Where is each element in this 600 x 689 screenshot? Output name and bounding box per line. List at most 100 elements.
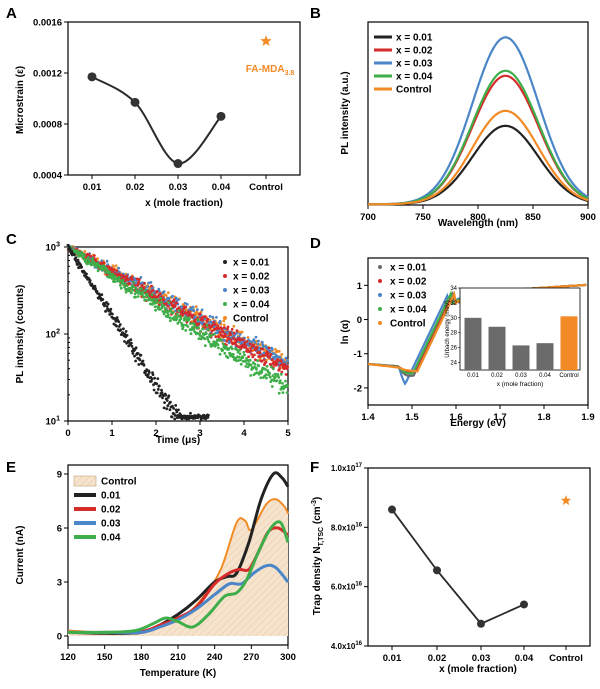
data-point — [135, 277, 139, 281]
data-point — [235, 359, 238, 363]
data-point — [154, 308, 158, 312]
data-point — [211, 315, 215, 319]
data-point — [108, 270, 112, 274]
data-point — [244, 359, 247, 363]
y-axis-label: Current (nA) — [15, 526, 26, 585]
data-point — [270, 358, 274, 362]
data-point — [122, 327, 125, 331]
data-point — [181, 309, 185, 313]
data-point — [175, 410, 179, 414]
data-point — [203, 317, 207, 321]
data-point — [157, 384, 161, 388]
data-point — [278, 379, 282, 383]
data-point — [181, 313, 185, 316]
legend-swatch — [223, 288, 227, 292]
x-category-label: 0.04 — [515, 653, 534, 664]
data-point — [115, 269, 118, 273]
data-point — [180, 321, 183, 325]
data-point — [113, 280, 117, 283]
data-point — [134, 287, 138, 291]
inset-bar — [512, 345, 530, 370]
y-tick-label: -2 — [354, 383, 362, 394]
data-point — [142, 286, 146, 290]
data-point — [196, 308, 199, 311]
data-point — [268, 375, 272, 379]
data-point — [177, 309, 181, 313]
data-point — [280, 353, 284, 356]
data-point — [233, 334, 237, 337]
data-point — [278, 355, 282, 359]
panel-label: C — [6, 231, 17, 248]
data-point — [247, 355, 251, 358]
data-point — [252, 344, 256, 348]
data-point — [128, 282, 132, 285]
data-point — [88, 279, 92, 282]
x-axis-label: Temperature (K) — [140, 668, 217, 679]
data-point — [134, 281, 138, 285]
data-point — [137, 280, 141, 284]
data-point — [251, 355, 255, 359]
panel-label: E — [6, 459, 16, 476]
data-point — [204, 332, 208, 335]
data-point — [226, 330, 230, 333]
data-point — [270, 385, 274, 388]
data-point — [206, 335, 209, 339]
data-point — [227, 347, 231, 350]
data-point — [166, 313, 170, 317]
data-point — [275, 379, 279, 383]
data-point — [94, 258, 97, 262]
data-point — [207, 340, 211, 344]
inset-y-tick-label: 28 — [450, 331, 457, 337]
inset-y-tick-label: 26 — [450, 346, 457, 352]
data-point — [172, 407, 176, 410]
data-point — [144, 298, 148, 302]
data-point — [265, 364, 269, 368]
data-point — [265, 376, 268, 380]
data-point — [249, 374, 253, 377]
data-point — [218, 319, 222, 323]
data-point — [123, 332, 127, 336]
y-tick-label: 1 — [357, 281, 363, 292]
y-tick-label: 101 — [46, 416, 61, 428]
data-point — [146, 285, 150, 288]
data-point — [107, 266, 111, 269]
data-point — [231, 353, 235, 356]
data-point — [217, 335, 220, 338]
data-point — [151, 302, 154, 306]
data-point — [264, 360, 268, 364]
data-point — [87, 72, 97, 82]
data-point — [237, 336, 241, 340]
data-point — [221, 342, 225, 346]
data-point — [131, 288, 135, 292]
data-point — [262, 354, 265, 357]
data-point — [121, 279, 125, 283]
data-point — [284, 373, 288, 376]
panel-label: A — [6, 5, 17, 22]
data-point — [172, 298, 176, 301]
data-point — [197, 322, 201, 326]
legend-label: 0.02 — [101, 505, 121, 516]
data-point — [207, 321, 211, 325]
data-point — [258, 355, 262, 359]
data-point — [230, 327, 234, 331]
trap-density-line — [391, 508, 525, 625]
inset-bar — [560, 316, 578, 370]
data-point — [221, 331, 225, 334]
data-point — [272, 367, 275, 371]
data-point — [253, 353, 256, 357]
data-point — [277, 391, 281, 395]
legend-label: x = 0.02 — [390, 277, 427, 288]
data-point — [186, 325, 190, 328]
data-point — [184, 312, 188, 315]
data-point — [80, 265, 84, 269]
x-axis-label: x (mole fraction) — [145, 198, 223, 209]
data-point — [105, 305, 109, 308]
x-tick-label: 240 — [207, 652, 223, 663]
data-point — [268, 355, 272, 359]
data-point — [236, 350, 240, 354]
data-point — [149, 281, 153, 284]
x-tick-label: 0 — [65, 428, 70, 439]
data-point — [243, 353, 246, 357]
legend-label: x = 0.03 — [390, 291, 427, 302]
